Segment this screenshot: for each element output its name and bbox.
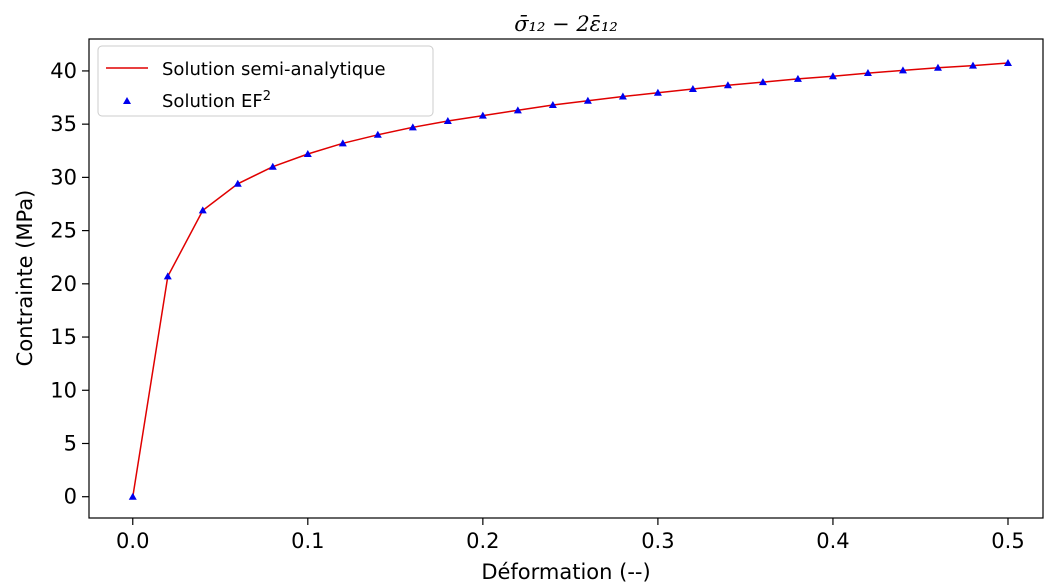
data-point-ef <box>128 492 137 500</box>
x-tick-label: 0.2 <box>466 529 499 553</box>
data-point-ef <box>968 61 977 69</box>
y-axis-label: Contrainte (MPa) <box>13 190 37 367</box>
data-point-ef <box>828 72 837 80</box>
data-point-ef <box>898 66 907 74</box>
data-point-ef <box>653 88 662 96</box>
axes-frame <box>88 38 1044 519</box>
legend-box <box>97 45 434 117</box>
y-tick-label: 40 <box>50 59 77 83</box>
x-axis-label: Déformation (--) <box>481 560 650 583</box>
data-point-ef <box>443 116 452 124</box>
y-tick-label: 30 <box>50 165 77 189</box>
x-tick-label: 0.0 <box>116 529 149 553</box>
data-point-ef <box>303 149 312 157</box>
data-point-ef <box>618 92 627 100</box>
data-point-ef <box>163 272 172 280</box>
data-point-ef <box>478 111 487 119</box>
data-point-ef <box>268 162 277 170</box>
x-tick-label: 0.1 <box>291 529 324 553</box>
data-point-ef <box>233 179 242 187</box>
data-point-ef <box>583 96 592 104</box>
legend: Solution semi-analytique Solution EF2 <box>97 45 434 117</box>
y-axis: 0 5 10 15 20 25 30 35 40 <box>50 59 89 509</box>
chart-title: σ̄₁₂ − 2ε̄₁₂ <box>514 12 618 36</box>
y-tick-label: 10 <box>50 378 77 402</box>
x-axis: 0.0 0.1 0.2 0.3 0.4 0.5 <box>116 518 1025 553</box>
data-point-ef <box>688 85 697 93</box>
plot-area: 0.0 0.1 0.2 0.3 0.4 0.5 0 5 10 15 20 25 30 35 40 <box>50 38 1044 553</box>
y-tick-label: 15 <box>50 325 77 349</box>
data-point-ef <box>723 81 732 89</box>
legend-entry-ef: Solution EF2 <box>162 89 271 112</box>
data-point-ef <box>408 123 417 131</box>
y-tick-label: 25 <box>50 219 77 243</box>
data-point-ef <box>338 139 347 147</box>
data-point-ef <box>198 206 207 214</box>
y-tick-label: 35 <box>50 112 77 136</box>
x-tick-label: 0.4 <box>816 529 849 553</box>
x-tick-label: 0.3 <box>641 529 674 553</box>
legend-entry-ef-sup: 2 <box>263 89 271 104</box>
data-point-ef <box>863 69 872 77</box>
y-tick-label: 0 <box>64 485 77 509</box>
data-point-ef <box>1003 58 1012 66</box>
legend-entry-semi-analytique: Solution semi-analytique <box>162 59 386 80</box>
data-point-ef <box>373 130 382 138</box>
data-point-ef <box>513 106 522 114</box>
series-layer <box>128 58 1012 500</box>
y-tick-label: 5 <box>64 431 77 455</box>
x-tick-label: 0.5 <box>991 529 1024 553</box>
data-point-ef <box>933 63 942 71</box>
data-point-ef <box>793 74 802 82</box>
legend-entry-ef-name: Solution EF <box>162 91 263 112</box>
data-point-ef <box>548 100 557 108</box>
data-point-ef <box>758 78 767 86</box>
series-line-semi-analytique <box>132 62 1009 497</box>
y-tick-label: 20 <box>50 272 77 296</box>
legend-marker-swatch <box>123 97 131 104</box>
